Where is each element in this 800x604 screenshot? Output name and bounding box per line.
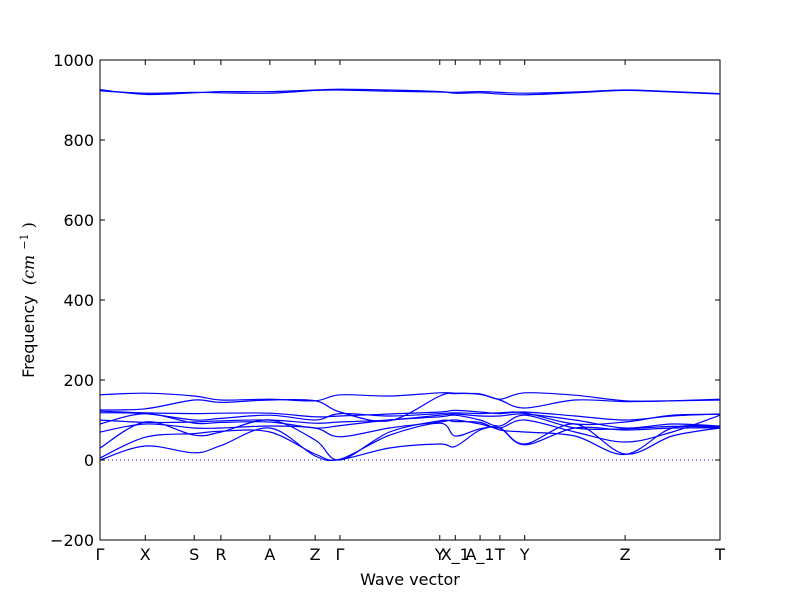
- band-line-6: [99, 411, 721, 426]
- x-tick-label: X: [140, 545, 151, 564]
- y-tick-label: 200: [63, 371, 94, 390]
- band-line-4: [99, 392, 721, 422]
- y-tick-label: 800: [63, 131, 94, 150]
- y-tick-label: 600: [63, 211, 94, 230]
- y-axis-label: Frequency (cm −1 ): [13, 222, 38, 378]
- x-tick-label: T: [494, 545, 505, 564]
- band-line-11: [99, 422, 721, 461]
- y-axis-label-main: Frequency: [19, 295, 38, 378]
- x-tick-label: S: [189, 545, 199, 564]
- y-tick-label: 400: [63, 291, 94, 310]
- y-axis-label-exp: −1: [18, 233, 31, 249]
- x-tick-label: T: [714, 545, 725, 564]
- band-line-3: [99, 392, 721, 402]
- x-tick-label: A: [264, 545, 275, 564]
- plot-frame: [99, 59, 721, 541]
- band-line-8: [99, 412, 721, 430]
- band-line-5: [99, 409, 721, 421]
- x-tick-label: Y: [434, 545, 445, 564]
- band-line-2: [99, 88, 721, 96]
- y-axis-label-unit: (cm: [19, 255, 38, 285]
- y-axis-label-close: ): [19, 222, 38, 228]
- y-tick-label: −200: [50, 531, 94, 550]
- x-tick-label: Y: [519, 545, 530, 564]
- x-tick-label: Γ: [335, 545, 344, 564]
- x-tick-label: Γ: [96, 545, 105, 564]
- y-tick-label: 1000: [53, 51, 94, 70]
- y-tick-label: 0: [84, 451, 94, 470]
- x-tick-label: Z: [620, 545, 631, 564]
- x-tick-label: R: [215, 545, 226, 564]
- band-line-7: [99, 413, 721, 429]
- band-line-12: [99, 423, 721, 462]
- x-tick-label: Z: [310, 545, 321, 564]
- x-tick-label: X_1: [441, 545, 470, 565]
- band-line-9: [99, 414, 721, 443]
- x-axis-label: Wave vector: [360, 570, 460, 589]
- band-line-10: [99, 419, 721, 461]
- x-tick-label: A_1: [465, 545, 494, 565]
